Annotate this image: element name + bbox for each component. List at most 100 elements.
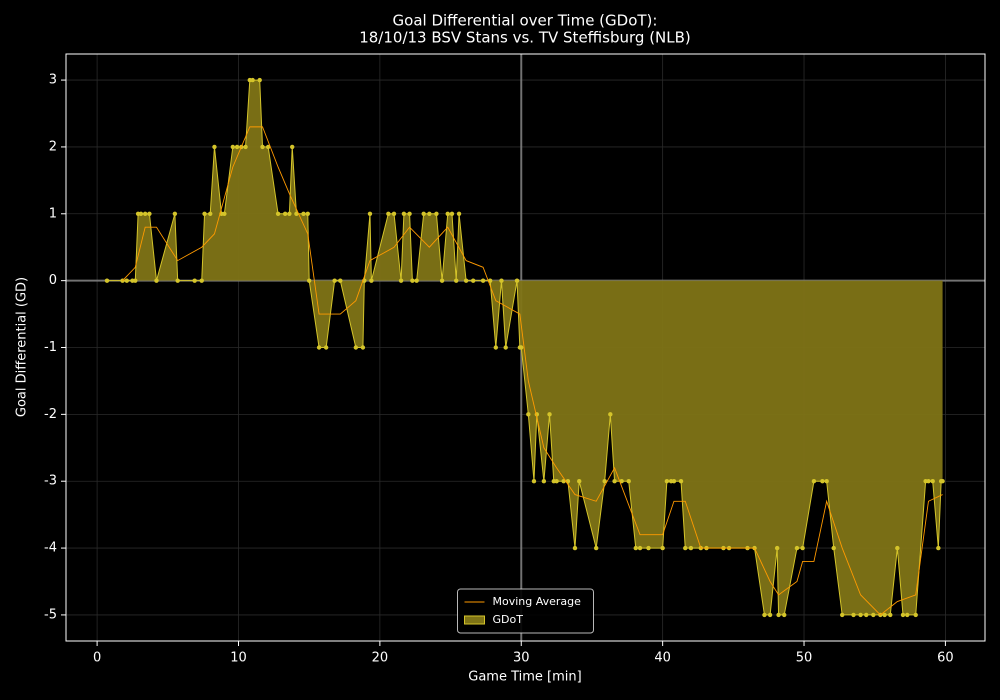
y-tick-label: 2 <box>49 139 57 154</box>
point <box>824 479 829 484</box>
point <box>260 144 265 150</box>
y-tick-label: -4 <box>44 541 57 556</box>
point <box>275 211 281 216</box>
point <box>626 479 631 484</box>
point <box>547 412 552 417</box>
point <box>499 278 504 283</box>
point <box>831 545 836 551</box>
y-tick-label: -2 <box>44 407 57 422</box>
point <box>612 479 617 484</box>
point <box>367 211 373 216</box>
x-tick-label: 50 <box>796 651 813 666</box>
x-tick-label: 30 <box>513 651 530 666</box>
point <box>646 545 651 551</box>
point <box>234 144 240 150</box>
point <box>895 545 900 551</box>
point <box>554 479 559 484</box>
point <box>633 545 638 551</box>
point <box>888 612 893 618</box>
line <box>122 126 943 616</box>
point <box>470 278 476 283</box>
point <box>243 144 248 150</box>
point <box>900 612 906 618</box>
point <box>454 278 459 283</box>
point <box>294 211 299 216</box>
point <box>398 278 404 283</box>
point <box>940 479 945 484</box>
point <box>688 545 694 551</box>
point <box>421 211 426 216</box>
point <box>142 211 148 216</box>
chart-title: Goal Differential over Time (GDoT): <box>393 12 658 30</box>
point <box>138 211 144 216</box>
chart-subtitle: 18/10/13 BSV Stans vs. TV Steffisburg (N… <box>359 29 691 47</box>
point <box>871 612 876 618</box>
point <box>593 545 599 551</box>
plot-frame <box>65 53 986 642</box>
point <box>414 278 419 283</box>
point <box>332 278 337 283</box>
point <box>301 211 306 216</box>
point <box>353 345 359 350</box>
x-axis-label: Game Time [min] <box>468 670 581 685</box>
point <box>323 345 329 350</box>
point <box>864 612 869 618</box>
x-tick-label: 40 <box>654 651 671 666</box>
x-tick-label: 0 <box>93 651 101 666</box>
y-tick-label: 0 <box>49 273 57 288</box>
area <box>107 80 943 615</box>
point <box>519 345 524 350</box>
point <box>456 211 462 216</box>
point <box>250 77 255 83</box>
point <box>282 211 288 216</box>
point <box>577 479 582 484</box>
point <box>851 612 856 618</box>
point <box>287 211 292 216</box>
point <box>930 479 935 484</box>
point <box>503 345 508 350</box>
point <box>526 412 531 417</box>
point <box>439 278 445 283</box>
point <box>660 545 665 551</box>
y-tick-label: -3 <box>44 474 57 489</box>
point <box>463 278 469 283</box>
point <box>608 412 613 417</box>
point <box>572 545 578 551</box>
point <box>427 211 432 216</box>
point <box>360 345 366 350</box>
point <box>774 545 780 551</box>
point <box>671 479 677 484</box>
point <box>762 612 767 618</box>
point <box>800 545 805 551</box>
point <box>445 211 450 216</box>
point <box>257 77 262 83</box>
point <box>882 612 887 618</box>
point <box>776 612 781 618</box>
point <box>410 278 415 283</box>
point <box>212 144 217 150</box>
point <box>290 144 295 150</box>
point <box>369 278 374 283</box>
point <box>202 211 207 216</box>
point <box>782 612 787 618</box>
legend-swatch <box>464 615 485 625</box>
point <box>602 479 607 484</box>
point <box>222 211 227 216</box>
y-axis-label: Goal Differential (GD) <box>15 277 30 417</box>
point <box>434 211 439 216</box>
x-tick-label: 60 <box>937 651 954 666</box>
point <box>664 479 670 484</box>
point <box>840 612 845 618</box>
point <box>480 278 486 283</box>
point <box>926 479 931 484</box>
legend-label: GDoT <box>493 613 524 626</box>
x-tick-label: 20 <box>372 651 389 666</box>
point <box>811 479 817 484</box>
y-tick-label: 1 <box>49 206 57 221</box>
point <box>767 612 773 618</box>
point <box>154 278 159 283</box>
point <box>386 211 391 216</box>
point <box>104 278 110 283</box>
point <box>514 278 520 283</box>
